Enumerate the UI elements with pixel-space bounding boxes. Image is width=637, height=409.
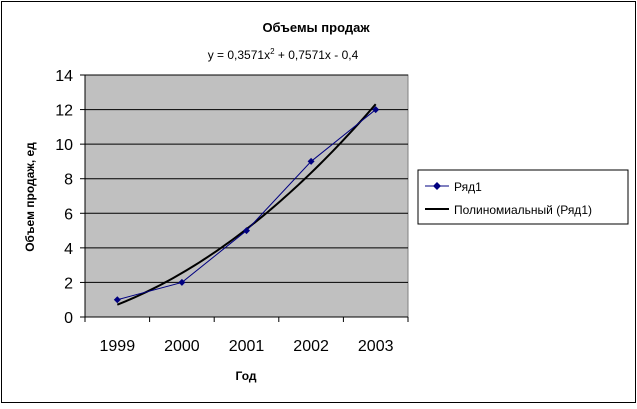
x-tick-label: 2002 (293, 338, 329, 355)
y-tick-label: 0 (64, 310, 73, 327)
data-point (243, 227, 250, 235)
trendline-equation: y = 0,3571x2 + 0,7571x - 0,4 (208, 47, 359, 62)
x-axis: 1999 2000 2001 2002 2003 (84, 316, 409, 355)
legend-trendline-label: Полиномиальный (Ряд1) (454, 203, 592, 217)
y-tick-label: 2 (64, 275, 73, 292)
y-tick-label: 4 (64, 241, 73, 258)
y-axis-label: Объем продаж, ед (23, 142, 37, 252)
legend-series-marker (433, 182, 441, 190)
y-tick-label: 6 (64, 206, 73, 223)
legend: Ряд1 Полиномиальный (Ряд1) (417, 169, 629, 225)
plot-area (84, 74, 409, 318)
chart-title: Объемы продаж (262, 20, 370, 35)
y-axis: 0 2 4 6 8 10 12 14 (55, 68, 86, 327)
legend-box (417, 169, 629, 225)
x-tick-label: 2003 (358, 338, 394, 355)
grid-lines (85, 74, 408, 283)
equation-main: y = 0,3571x (208, 48, 270, 62)
y-tick-label: 8 (64, 172, 73, 189)
x-tick-label: 2001 (229, 338, 265, 355)
y-tick-label: 14 (55, 68, 73, 85)
data-point (372, 106, 380, 114)
series-layer (113, 106, 380, 304)
equation-exponent: 2 (270, 47, 275, 56)
x-axis-label: Год (236, 369, 257, 383)
data-point (178, 278, 186, 286)
x-tick-label: 1999 (100, 338, 136, 355)
y-tick-label: 10 (55, 137, 73, 154)
data-point (307, 157, 315, 165)
y-tick-label: 12 (55, 103, 73, 120)
equation-rest: + 0,7571x - 0,4 (275, 48, 359, 62)
x-tick-label: 2000 (164, 338, 200, 355)
legend-series-label: Ряд1 (454, 180, 482, 194)
data-point (113, 296, 121, 304)
